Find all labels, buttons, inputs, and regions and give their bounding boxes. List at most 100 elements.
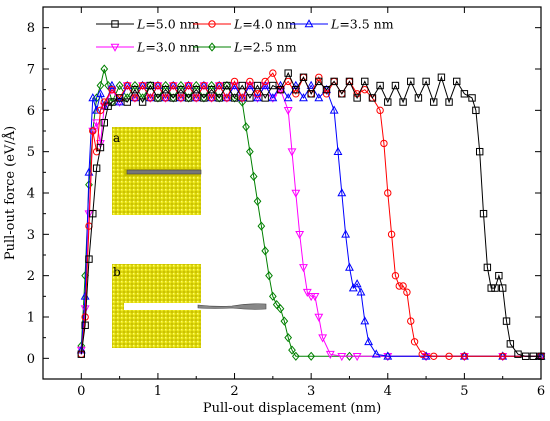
data-point — [295, 231, 305, 240]
data-point — [89, 127, 97, 135]
data-point — [391, 271, 400, 280]
data-point — [215, 94, 223, 102]
data-point — [131, 94, 139, 102]
data-point — [284, 69, 292, 77]
data-point — [230, 93, 239, 103]
inset-a-label: a — [113, 131, 120, 145]
data-point — [314, 93, 324, 102]
data-point — [498, 284, 507, 292]
y-tick-label: 6 — [27, 104, 35, 119]
x-tick-label: 0 — [77, 384, 85, 399]
data-point — [403, 288, 411, 296]
data-point — [430, 352, 438, 360]
data-point — [177, 94, 185, 102]
data-point — [360, 316, 370, 325]
data-point — [249, 171, 258, 182]
data-point — [107, 80, 117, 89]
inset-b-label: b — [113, 265, 121, 279]
legend-marker — [110, 43, 120, 52]
data-point — [154, 93, 162, 103]
data-point — [92, 119, 102, 128]
data-point — [307, 351, 316, 361]
data-point — [380, 139, 388, 148]
data-point — [115, 94, 124, 102]
data-point — [491, 284, 499, 292]
data-point — [115, 80, 124, 91]
x-tick-label: 5 — [460, 384, 468, 399]
inset-b-channel — [124, 303, 201, 310]
data-point — [200, 93, 208, 103]
data-point — [146, 81, 154, 90]
legend-marker — [304, 19, 314, 28]
x-tick-label: 1 — [154, 384, 162, 399]
data-point — [371, 349, 381, 358]
data-point — [387, 230, 396, 239]
data-point — [261, 94, 269, 102]
data-point — [307, 90, 315, 98]
data-point — [169, 94, 177, 102]
data-point — [238, 94, 246, 102]
y-tick-label: 7 — [27, 63, 35, 78]
data-point — [92, 105, 102, 114]
y-tick-label: 1 — [27, 311, 35, 326]
data-point — [84, 210, 94, 219]
data-point — [325, 350, 335, 360]
data-point — [253, 81, 262, 90]
data-point — [207, 94, 216, 102]
data-point — [253, 90, 262, 98]
data-point — [476, 147, 484, 156]
data-point — [96, 88, 105, 98]
data-point — [414, 94, 423, 102]
data-point — [330, 77, 338, 86]
data-point — [223, 80, 231, 91]
data-point — [521, 352, 530, 360]
data-point — [238, 81, 246, 90]
data-point — [368, 94, 377, 102]
data-point — [184, 81, 193, 90]
data-point — [177, 85, 185, 94]
data-point — [268, 291, 277, 301]
data-point — [348, 283, 358, 292]
data-point — [302, 288, 312, 298]
data-point — [96, 143, 105, 152]
data-point — [154, 94, 162, 102]
data-point — [361, 77, 369, 86]
data-point — [376, 81, 384, 90]
data-point — [287, 148, 297, 157]
data-point — [85, 255, 93, 263]
x-tick-label: 3 — [307, 384, 315, 399]
data-point — [498, 352, 507, 360]
data-point — [468, 94, 476, 102]
y-tick-label: 3 — [27, 228, 35, 243]
data-point — [430, 98, 438, 106]
data-point — [345, 77, 354, 86]
data-point — [88, 93, 98, 102]
x-tick-label: 6 — [537, 384, 545, 399]
data-point — [284, 333, 293, 343]
data-point — [418, 350, 426, 358]
data-point — [383, 351, 393, 360]
data-point — [445, 352, 453, 360]
data-point — [284, 77, 292, 86]
data-point — [337, 188, 347, 197]
axis-ticks: 0 1 2 3 4 5 6 0 1 2 3 4 5 6 7 8 — [27, 7, 545, 399]
data-point — [479, 209, 488, 218]
data-point — [123, 81, 131, 90]
data-point — [269, 81, 277, 90]
data-point — [246, 94, 254, 102]
data-point — [384, 98, 392, 106]
inset-a-nanotube — [126, 169, 202, 175]
y-tick-label: 0 — [27, 352, 35, 367]
data-point — [288, 345, 296, 355]
data-point — [376, 106, 384, 115]
data-point — [146, 94, 154, 102]
data-point — [483, 263, 492, 272]
data-point — [399, 98, 407, 106]
y-tick-label: 5 — [27, 145, 35, 160]
legend-marker — [111, 20, 119, 28]
data-point — [460, 90, 469, 98]
legend-marker — [208, 42, 216, 52]
data-point — [329, 105, 339, 114]
data-point — [253, 196, 262, 206]
